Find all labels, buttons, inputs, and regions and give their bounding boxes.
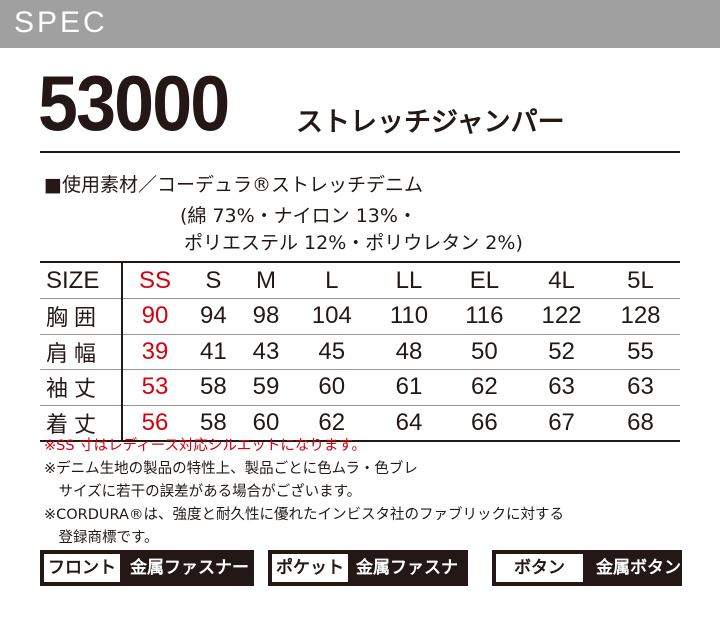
table-cell: 116 — [446, 298, 523, 335]
table-cell: 110 — [371, 298, 447, 335]
table-cell: 55 — [601, 334, 680, 370]
table-cell: 63 — [601, 369, 680, 406]
material-composition-2: ポリエステル 12%・ポリウレタン 2%) — [184, 232, 523, 254]
table-cell: 53 — [122, 369, 188, 406]
size-header-row: SIZE SS S M L LL EL 4L 5L — [40, 263, 680, 299]
badge-value: 金属ファスナー — [130, 558, 249, 578]
table-cell: 90 — [122, 298, 188, 335]
table-cell: 94 — [187, 298, 240, 335]
table-cell: 59 — [239, 369, 293, 406]
badge-pocket: ポケット 金属ファスナー — [268, 550, 468, 614]
table-cell: 52 — [522, 334, 601, 370]
table-cell: 5L — [601, 263, 680, 299]
table-cell: 67 — [522, 405, 601, 442]
table-cell: LL — [371, 263, 447, 299]
table-cell: 63 — [522, 369, 601, 406]
table-cell: 50 — [446, 334, 523, 370]
table-row: 袖丈 53 58 59 60 61 62 63 63 — [40, 369, 680, 406]
table-cell: M — [239, 263, 293, 299]
row-label: 着丈 — [40, 405, 123, 442]
badge-button: ボタン 金属ボタン — [492, 550, 682, 586]
spec-label: SPEC — [14, 6, 108, 39]
model-number: 53000 — [38, 59, 230, 147]
table-row: 胸囲 90 94 98 104 110 116 122 128 — [40, 298, 680, 335]
table-cell: 60 — [239, 405, 293, 442]
spec-header: SPEC — [0, 0, 720, 48]
badge-label: ポケット — [272, 554, 348, 582]
table-cell: S — [187, 263, 240, 299]
divider — [40, 151, 680, 153]
table-row: 着丈 56 58 60 62 64 66 67 68 — [40, 405, 680, 442]
note-cordura: ※CORDURA®は、強度と耐久性に優れたインビスタ社のファブリックに対する — [44, 507, 564, 523]
table-cell: 62 — [446, 369, 523, 406]
badge-label: フロント — [44, 554, 120, 582]
table-cell: 58 — [187, 405, 240, 442]
table-cell: 68 — [601, 405, 680, 442]
table-cell: SS — [122, 263, 188, 299]
note-cordura-2: 登録商標です。 — [44, 530, 159, 546]
row-label: SIZE — [40, 263, 123, 299]
table-cell: 104 — [292, 298, 372, 335]
table-cell: 41 — [187, 334, 240, 370]
table-cell: 98 — [239, 298, 293, 335]
table-row: 肩幅 39 41 43 45 48 50 52 55 — [40, 334, 680, 370]
table-cell: 39 — [122, 334, 188, 370]
material-composition-1: (綿 73%・ナイロン 13%・ — [180, 205, 417, 227]
badge-value: 金属ボタン — [596, 558, 681, 578]
size-table: SIZE SS S M L LL EL 4L 5L 胸囲 90 94 98 104 110 116 122 128… — [40, 263, 680, 442]
table-cell: 45 — [292, 334, 372, 370]
badge-value: 金属ファスナー — [356, 558, 458, 614]
product-name: ストレッチジャンパー — [296, 107, 565, 138]
table-cell: L — [292, 263, 372, 299]
table-cell: 66 — [446, 405, 523, 442]
badge-label: ボタン — [496, 554, 583, 582]
table-cell: 48 — [371, 334, 447, 370]
table-cell: EL — [446, 263, 523, 299]
material-line: ■使用素材／コーデュラ®ストレッチデニム — [44, 174, 423, 196]
table-top-rule — [40, 261, 680, 263]
row-label: 袖丈 — [40, 369, 123, 406]
row-label: 胸囲 — [40, 298, 123, 335]
note-ss: ※SS 寸はレディース対応シルエットになります。 — [44, 438, 366, 454]
row-label: 肩幅 — [40, 334, 123, 370]
table-cell: 43 — [239, 334, 293, 370]
table-cell: 62 — [292, 405, 372, 442]
note-denim: ※デニム生地の製品の特性上、製品ごとに色ムラ・色ブレ — [44, 461, 418, 477]
table-cell: 56 — [122, 405, 188, 442]
badge-front: フロント 金属ファスナー — [40, 550, 254, 586]
table-cell: 61 — [371, 369, 447, 406]
table-cell: 122 — [522, 298, 601, 335]
table-cell: 58 — [187, 369, 240, 406]
table-cell: 64 — [371, 405, 447, 442]
table-cell: 60 — [292, 369, 372, 406]
table-cell: 4L — [522, 263, 601, 299]
note-denim-2: サイズに若干の誤差がある場合がございます。 — [44, 484, 362, 500]
table-cell: 128 — [601, 298, 680, 335]
